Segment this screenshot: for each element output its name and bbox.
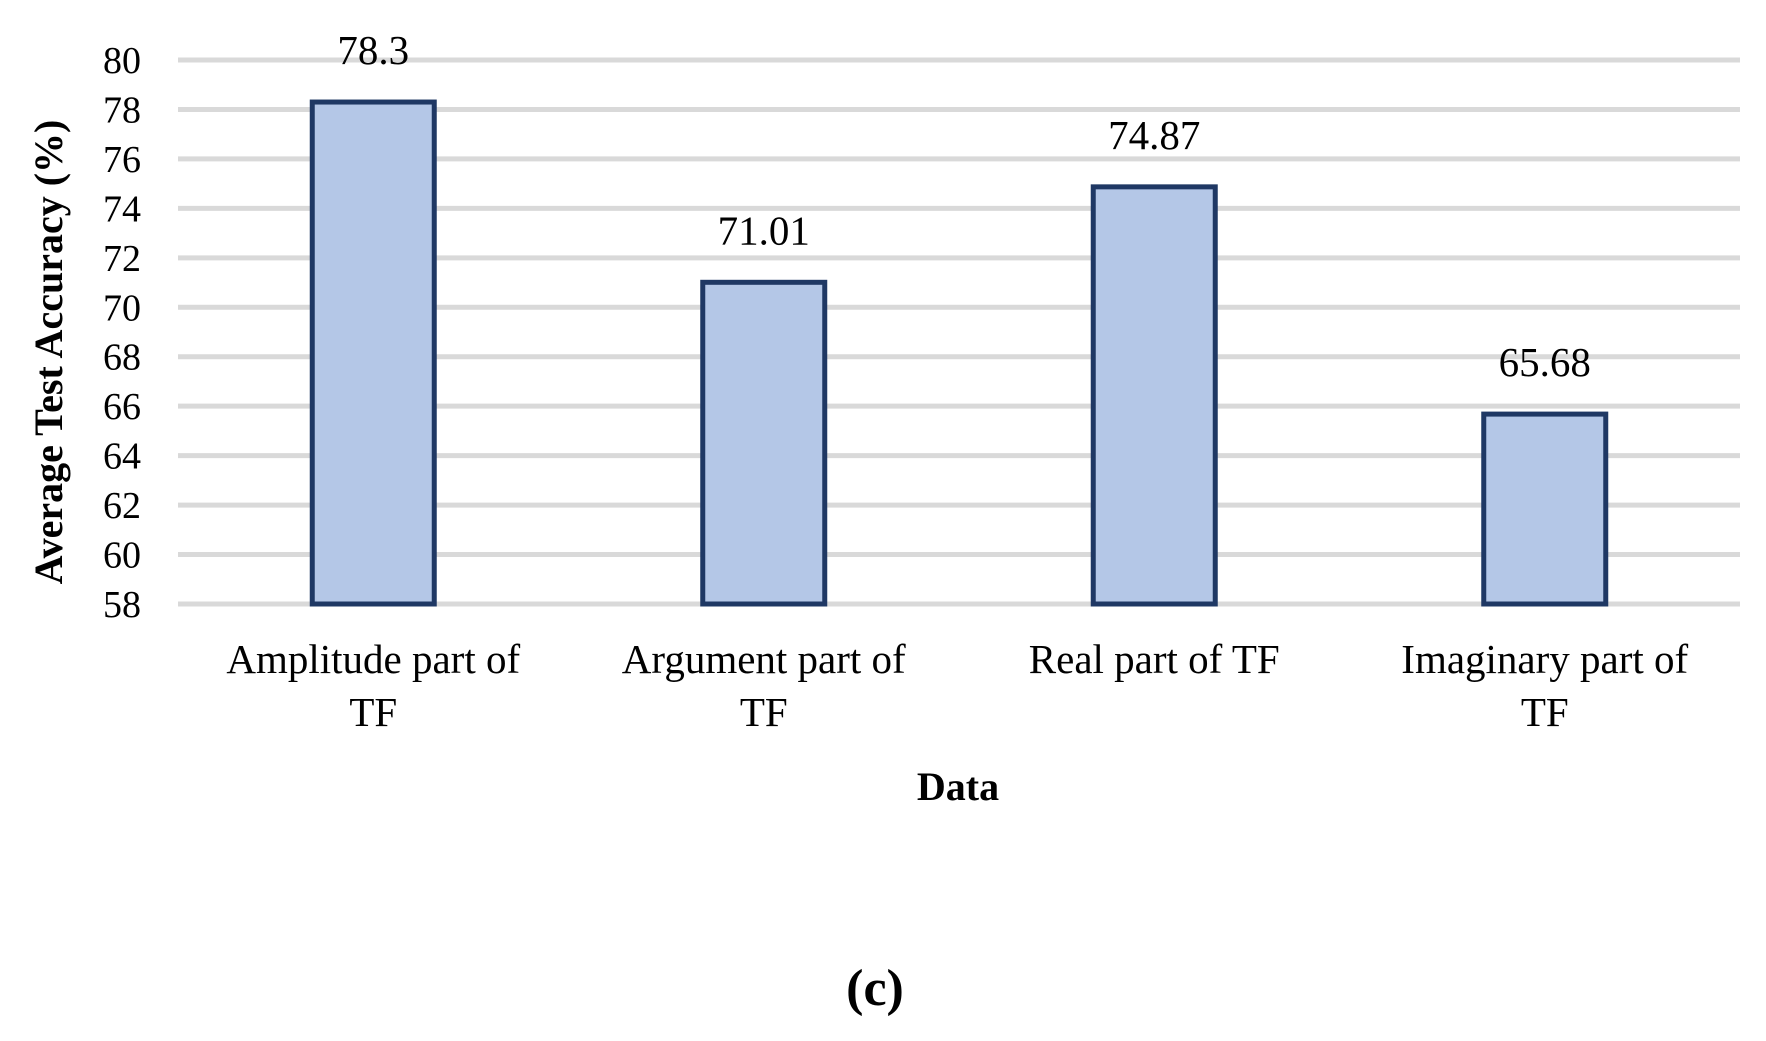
data-label: 71.01 [718,207,810,253]
y-axis-ticks: 58 60 62 64 66 68 70 72 74 76 78 80 [103,40,141,626]
x-axis-categories: Amplitude part of TF Argument part of TF Rea… [226,636,1688,735]
y-tick-label: 72 [103,238,141,280]
x-category-label: Argument part of [622,636,906,682]
data-labels: 78.3 71.01 74.87 65.68 [337,27,1591,385]
y-tick-label: 64 [103,436,141,478]
y-tick-label: 58 [103,584,141,626]
y-tick-label: 76 [103,139,141,181]
y-tick-label: 66 [103,386,141,428]
data-label: 65.68 [1499,339,1591,385]
y-tick-label: 70 [103,287,141,329]
y-tick-label: 80 [103,40,141,82]
x-category-label: Imaginary part of [1401,636,1688,682]
bars [309,99,1609,607]
y-tick-label: 78 [103,89,141,131]
y-tick-label: 62 [103,485,141,527]
y-tick-label: 60 [103,535,141,577]
x-axis-title: Data [917,764,999,809]
data-label: 74.87 [1108,112,1200,158]
gridlines [178,57,1740,607]
y-axis-title: Average Test Accuracy (%) [26,120,71,585]
x-category-label: TF [740,689,788,735]
panel-label: (c) [846,960,904,1017]
x-category-label: TF [1521,689,1569,735]
bar [1481,411,1609,607]
x-category-label: TF [349,689,397,735]
y-tick-label: 74 [103,188,141,230]
data-label: 78.3 [337,27,409,73]
bar [1090,184,1218,607]
x-category-label: Amplitude part of [226,636,520,682]
bar [309,99,437,607]
x-category-label: Real part of TF [1029,636,1280,682]
bar [700,279,828,607]
y-tick-label: 68 [103,337,141,379]
